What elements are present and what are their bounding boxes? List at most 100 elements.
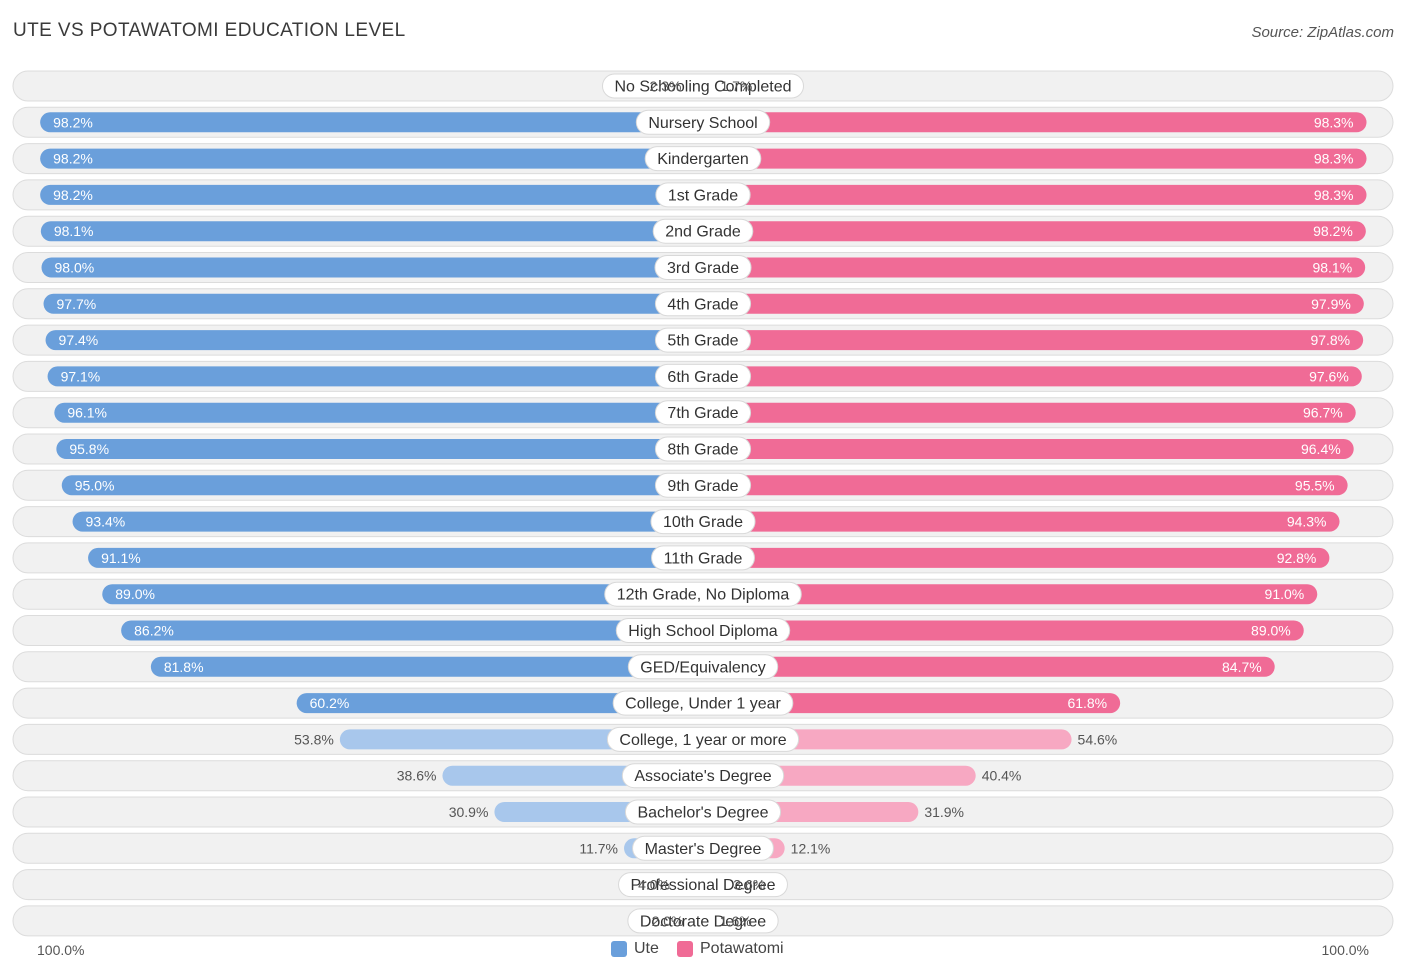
legend-swatch-potawatomi (677, 941, 693, 957)
category-label-pill (654, 291, 752, 317)
value-label-potawatomi: 98.2% (1313, 223, 1353, 239)
category-label: 9th Grade (667, 478, 738, 495)
category-label: 2nd Grade (665, 224, 741, 241)
value-label-potawatomi: 1.7% (720, 78, 752, 94)
bar-ute (40, 221, 703, 242)
category-label: 8th Grade (667, 442, 738, 459)
category-label-pill (615, 618, 791, 643)
bar-ute (72, 511, 704, 532)
bar-potawatomi (703, 439, 1354, 459)
category-label: 12th Grade, No Diploma (617, 587, 790, 604)
left-axis-max-label: 100.0% (37, 942, 85, 958)
category-label-pill (621, 763, 785, 789)
category-label: Master's Degree (645, 841, 762, 858)
value-label-potawatomi: 98.3% (1314, 187, 1354, 203)
value-label-ute: 93.4% (86, 514, 126, 530)
category-label-pill (606, 726, 800, 752)
value-label-potawatomi: 89.0% (1251, 623, 1291, 639)
category-label-pill (627, 908, 779, 934)
bar-potawatomi (703, 112, 1367, 133)
value-label-ute: 95.0% (75, 477, 115, 493)
value-label-ute: 2.3% (650, 78, 682, 94)
value-label-ute: 81.8% (164, 659, 204, 675)
bar-potawatomi (703, 366, 1362, 387)
category-label: No Schooling Completed (615, 79, 792, 96)
bar-potawatomi (703, 475, 1348, 496)
category-label: 7th Grade (667, 405, 738, 422)
right-axis-max-label: 100.0% (1321, 942, 1369, 958)
value-label-potawatomi: 96.7% (1303, 405, 1343, 421)
category-label-pill (650, 509, 756, 535)
value-label-ute: 98.2% (53, 114, 93, 130)
chart-source: Source: ZipAtlas.com (1251, 24, 1394, 41)
value-label-ute: 30.9% (449, 804, 489, 820)
category-label: High School Diploma (628, 623, 778, 640)
bar-ute (40, 112, 703, 133)
bar-potawatomi (703, 221, 1366, 242)
category-label-pill (644, 146, 762, 172)
value-label-potawatomi: 84.7% (1222, 659, 1262, 675)
value-label-ute: 2.0% (652, 913, 684, 929)
bar-ute (43, 293, 703, 314)
bar-ute (56, 439, 704, 459)
category-label-pill (654, 255, 752, 280)
value-label-potawatomi: 98.3% (1314, 151, 1354, 167)
value-label-potawatomi: 97.6% (1309, 368, 1349, 384)
value-label-potawatomi: 91.0% (1265, 586, 1305, 602)
category-label: 4th Grade (667, 296, 738, 313)
value-label-ute: 97.4% (59, 332, 99, 348)
bar-potawatomi (703, 656, 1275, 677)
category-label: 11th Grade (664, 550, 743, 567)
bar-ute (296, 693, 703, 714)
legend: Ute Potawatomi (0, 940, 1406, 962)
value-label-ute: 95.8% (69, 441, 109, 457)
value-label-potawatomi: 61.8% (1067, 695, 1107, 711)
value-label-potawatomi: 97.9% (1311, 296, 1351, 312)
bar-ute (40, 184, 703, 205)
legend-label-potawatomi: Potawatomi (700, 940, 784, 957)
category-label-pill (604, 581, 802, 607)
legend-label-ute: Ute (634, 940, 659, 957)
bar-ute (40, 148, 703, 169)
category-label: Professional Degree (631, 877, 776, 894)
value-label-potawatomi: 96.4% (1301, 441, 1341, 457)
category-label-pill (635, 109, 771, 135)
bar-potawatomi (703, 511, 1340, 532)
category-label: GED/Equivalency (640, 659, 765, 676)
value-label-ute: 98.2% (53, 187, 93, 203)
bar-ute (45, 330, 704, 351)
legend-item-ute: Ute (611, 940, 659, 958)
value-label-ute: 60.2% (310, 695, 350, 711)
category-label-pill (651, 545, 755, 571)
category-label-pill (655, 182, 751, 208)
value-label-potawatomi: 3.6% (733, 877, 765, 893)
value-label-potawatomi: 31.9% (924, 804, 964, 820)
bar-potawatomi (703, 293, 1364, 314)
category-label: Bachelor's Degree (637, 805, 768, 822)
category-label-pill (627, 654, 779, 680)
category-label-pill (602, 73, 804, 99)
bar-ute (47, 366, 703, 387)
category-label-pill (612, 690, 794, 716)
category-label: Kindergarten (657, 151, 749, 168)
chart-title: UTE VS POTAWATOMI EDUCATION LEVEL (13, 20, 406, 41)
category-label: 10th Grade (663, 514, 743, 531)
value-label-ute: 98.1% (54, 223, 94, 239)
value-label-ute: 89.0% (115, 586, 155, 602)
category-label-pill (652, 218, 754, 244)
category-label: Nursery School (648, 115, 757, 132)
value-label-potawatomi: 12.1% (791, 840, 831, 856)
bar-potawatomi (703, 547, 1330, 568)
legend-swatch-ute (611, 941, 627, 957)
category-label: 1st Grade (668, 187, 738, 204)
bar-ute (121, 620, 703, 641)
category-label-pill (624, 799, 782, 825)
value-label-ute: 86.2% (134, 623, 174, 639)
bar-potawatomi (703, 330, 1364, 351)
value-label-potawatomi: 98.1% (1312, 260, 1352, 276)
legend-item-potawatomi: Potawatomi (677, 940, 784, 958)
bar-potawatomi (703, 693, 1121, 714)
value-label-ute: 98.0% (55, 260, 95, 276)
bar-ute (102, 584, 703, 605)
